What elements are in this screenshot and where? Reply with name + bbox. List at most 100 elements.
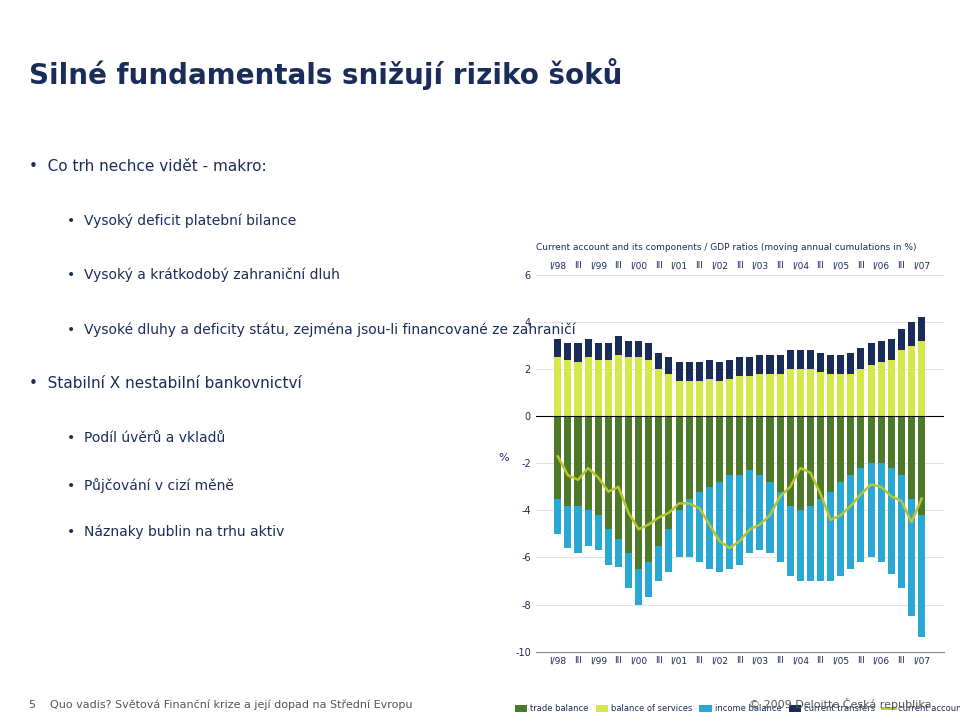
Bar xyxy=(746,376,754,416)
Bar xyxy=(817,416,824,499)
Bar xyxy=(908,345,915,416)
Bar xyxy=(837,482,844,576)
Text: •  Vysoký deficit platební bilance: • Vysoký deficit platební bilance xyxy=(67,214,297,228)
Bar xyxy=(585,416,591,510)
Bar xyxy=(625,358,632,416)
Bar xyxy=(554,358,562,416)
Bar xyxy=(888,468,895,574)
Bar xyxy=(797,510,804,581)
Bar xyxy=(777,374,783,416)
Bar xyxy=(837,416,844,482)
Bar xyxy=(625,553,632,588)
Bar xyxy=(645,416,652,562)
Bar xyxy=(756,475,763,550)
Bar xyxy=(888,339,895,360)
Bar xyxy=(736,376,743,416)
Bar xyxy=(574,416,582,505)
Bar xyxy=(665,358,672,374)
Y-axis label: %: % xyxy=(498,453,509,463)
Bar xyxy=(696,381,703,416)
Bar xyxy=(817,353,824,371)
Bar xyxy=(807,505,814,581)
Bar xyxy=(868,463,875,557)
Text: •  Podíl úvěrů a vkladů: • Podíl úvěrů a vkladů xyxy=(67,431,226,445)
Bar xyxy=(706,360,713,379)
Bar xyxy=(817,371,824,416)
Bar xyxy=(706,416,713,487)
Bar xyxy=(625,341,632,358)
Bar xyxy=(848,416,854,475)
Bar xyxy=(828,492,834,581)
Bar xyxy=(857,416,865,468)
Bar xyxy=(614,336,622,355)
Bar xyxy=(857,348,865,369)
Bar xyxy=(817,499,824,581)
Bar xyxy=(797,350,804,369)
Bar xyxy=(828,355,834,374)
Bar xyxy=(645,360,652,416)
Bar xyxy=(848,475,854,569)
Legend: trade balance, balance of services, income balance, current transfers, current a: trade balance, balance of services, inco… xyxy=(512,701,960,717)
Bar xyxy=(676,510,683,557)
Bar xyxy=(594,360,602,416)
Bar xyxy=(868,364,875,416)
Bar xyxy=(656,353,662,369)
Text: •  Vysoké dluhy a deficity státu, zejména jsou-li financované ze zahraničí: • Vysoké dluhy a deficity státu, zejména… xyxy=(67,322,576,337)
Bar xyxy=(585,358,591,416)
Bar xyxy=(898,350,905,416)
Bar xyxy=(777,416,783,492)
Bar xyxy=(636,341,642,358)
Text: •  Vysoký a krátkodobý zahraniční dluh: • Vysoký a krátkodobý zahraniční dluh xyxy=(67,268,340,282)
Bar xyxy=(665,416,672,529)
Bar xyxy=(918,341,925,416)
Bar xyxy=(837,355,844,374)
Text: Current account and its components / GDP ratios (moving annual cumulations in %): Current account and its components / GDP… xyxy=(536,243,916,252)
Bar xyxy=(857,369,865,416)
Bar xyxy=(777,355,783,374)
Bar xyxy=(807,369,814,416)
Bar xyxy=(837,374,844,416)
Bar xyxy=(645,343,652,360)
Text: •  Půjčování v cizí měně: • Půjčování v cizí měně xyxy=(67,478,234,493)
Bar xyxy=(716,381,723,416)
Bar xyxy=(736,358,743,376)
Bar xyxy=(716,482,723,572)
Bar xyxy=(564,416,571,505)
Bar xyxy=(756,374,763,416)
Bar xyxy=(656,416,662,546)
Bar xyxy=(574,343,582,362)
Bar xyxy=(716,416,723,482)
Bar xyxy=(746,471,754,553)
Bar xyxy=(766,482,774,553)
Bar xyxy=(676,362,683,381)
Bar xyxy=(898,416,905,475)
Bar xyxy=(777,492,783,562)
Bar xyxy=(605,416,612,529)
Bar xyxy=(554,416,562,499)
Bar xyxy=(706,487,713,569)
Bar xyxy=(614,416,622,539)
Bar xyxy=(554,499,562,534)
Bar xyxy=(888,360,895,416)
Bar xyxy=(594,416,602,515)
Bar xyxy=(594,515,602,550)
Bar xyxy=(797,416,804,510)
Bar xyxy=(736,475,743,565)
Bar xyxy=(614,539,622,567)
Bar xyxy=(918,317,925,341)
Bar xyxy=(726,379,733,416)
Bar xyxy=(908,322,915,345)
Bar xyxy=(736,416,743,475)
Bar xyxy=(685,381,693,416)
Bar xyxy=(696,492,703,562)
Bar xyxy=(766,355,774,374)
Bar xyxy=(656,546,662,581)
Bar xyxy=(645,562,652,597)
Bar xyxy=(636,358,642,416)
Bar xyxy=(848,353,854,374)
Bar xyxy=(786,350,794,369)
Bar xyxy=(605,360,612,416)
Bar xyxy=(574,362,582,416)
Bar xyxy=(665,374,672,416)
Bar xyxy=(898,475,905,588)
